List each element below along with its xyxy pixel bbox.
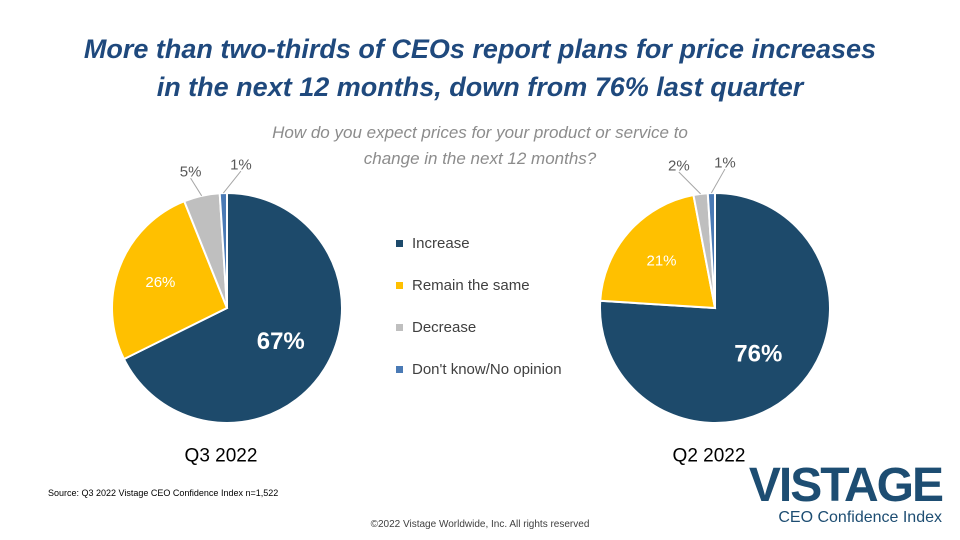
legend-item-remain: Remain the same bbox=[396, 275, 562, 295]
data-label: 2% bbox=[668, 158, 690, 175]
subtitle-line-2: change in the next 12 months? bbox=[363, 149, 597, 168]
subtitle-line-1: How do you expect prices for your produc… bbox=[272, 123, 688, 142]
leader-line bbox=[710, 168, 726, 194]
data-label: 1% bbox=[714, 155, 736, 172]
legend-item-dont-know: Don't know/No opinion bbox=[396, 359, 562, 379]
legend-label: Increase bbox=[412, 234, 470, 252]
vistage-logo: VISTAGE CEO Confidence Index bbox=[742, 459, 944, 527]
brand-tagline: CEO Confidence Index bbox=[778, 509, 942, 526]
copyright-note: ©2022 Vistage Worldwide, Inc. All rights… bbox=[370, 519, 590, 530]
data-label: 21% bbox=[647, 252, 677, 269]
data-label: 1% bbox=[230, 157, 252, 174]
legend-label: Decrease bbox=[412, 318, 477, 336]
pie-slice-remain-the-same bbox=[599, 193, 717, 310]
legend-swatch bbox=[396, 281, 403, 289]
pie-slice-remain-the-same bbox=[111, 199, 229, 361]
pie-title: Q2 2022 bbox=[673, 446, 746, 467]
data-label: 26% bbox=[145, 274, 175, 291]
pie-title: Q3 2022 bbox=[185, 446, 258, 467]
chart-subtitle: How do you expect prices for your produc… bbox=[200, 120, 760, 172]
data-label: 67% bbox=[257, 328, 305, 355]
leader-line bbox=[222, 170, 242, 194]
pie-slice-don-t-know-no-opinion bbox=[218, 191, 228, 309]
title-line-1: More than two-thirds of CEOs report plan… bbox=[83, 34, 877, 64]
pie-slice-don-t-know-no-opinion bbox=[706, 191, 716, 309]
brand-name: VISTAGE bbox=[748, 459, 944, 512]
pie-2: 76% 21% 2% 1% bbox=[599, 155, 831, 424]
legend-item-decrease: Decrease bbox=[396, 317, 562, 337]
legend-item-increase: Increase bbox=[396, 233, 562, 253]
legend-label: Remain the same bbox=[412, 276, 530, 294]
legend-swatch bbox=[396, 323, 403, 331]
legend-swatch bbox=[396, 365, 403, 373]
data-label: 5% bbox=[180, 164, 202, 181]
leader-line bbox=[190, 177, 203, 197]
legend-label: Don't know/No opinion bbox=[412, 360, 562, 378]
legend: Increase Remain the same Decrease Don't … bbox=[396, 233, 562, 401]
pie-slice-increase bbox=[122, 191, 343, 424]
source-note: Source: Q3 2022 Vistage CEO Confidence I… bbox=[48, 488, 279, 498]
title-line-2: in the next 12 months, down from 76% las… bbox=[156, 72, 804, 102]
data-label: 76% bbox=[734, 341, 782, 368]
pie-slice-increase bbox=[599, 191, 831, 424]
leader-line bbox=[678, 171, 701, 195]
legend-swatch bbox=[396, 239, 403, 247]
pie-1: 67% 26% 5% 1% bbox=[111, 157, 343, 424]
chart-title: More than two-thirds of CEOs report plan… bbox=[0, 30, 960, 106]
